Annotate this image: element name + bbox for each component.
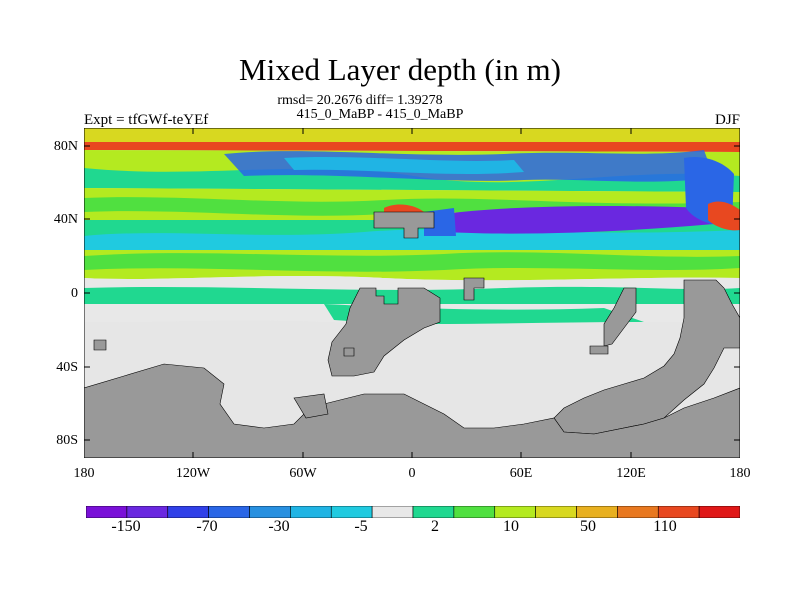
- stats-block: rmsd= 20.2676 diff= 1.39278 415_0_MaBP -…: [0, 94, 720, 122]
- colorbar-label: -150: [111, 518, 141, 535]
- colorbar-swatch: [535, 505, 577, 519]
- colorbar-svg: [85, 505, 741, 519]
- map-svg: [84, 128, 740, 458]
- plot-title: Mixed Layer depth (in m): [239, 52, 561, 87]
- colorbar-swatch: [698, 505, 741, 519]
- colorbar-label: 50: [580, 518, 596, 535]
- y-tick-label: 40N: [53, 212, 78, 227]
- x-tick-label: 0: [408, 466, 416, 481]
- colorbar-swatch: [126, 505, 169, 519]
- colorbar: [85, 505, 741, 519]
- colorbar-swatch: [167, 505, 209, 519]
- y-tick-label: 0: [71, 286, 78, 301]
- colorbar-swatch: [85, 505, 128, 519]
- x-tick-label: 120E: [616, 466, 646, 481]
- experiment-label: Expt = tfGWf-teYEf: [84, 112, 209, 128]
- colorbar-swatch: [371, 505, 414, 519]
- colorbar-swatch: [576, 505, 618, 519]
- colorbar-swatch: [249, 505, 291, 519]
- y-tick-label: 80N: [53, 139, 78, 154]
- rmsd-diff-text: rmsd= 20.2676 diff= 1.39278: [277, 93, 443, 108]
- y-tick-label: 80S: [56, 433, 78, 448]
- colorbar-swatch: [617, 505, 659, 519]
- colorbar-label: -30: [268, 518, 290, 535]
- colorbar-label: -5: [354, 518, 368, 535]
- colorbar-label: -70: [196, 518, 218, 535]
- x-tick-label: 180: [73, 466, 95, 481]
- x-tick-label: 60W: [289, 466, 317, 481]
- colorbar-swatch: [330, 505, 373, 519]
- colorbar-swatch: [208, 505, 250, 519]
- y-tick-label: 40S: [56, 360, 78, 375]
- colorbar-label: 10: [503, 518, 519, 535]
- x-tick-label: 120W: [175, 466, 211, 481]
- x-tick-label: 180: [729, 466, 751, 481]
- x-tick-label: 60E: [509, 466, 533, 481]
- colorbar-swatch: [412, 505, 455, 519]
- colorbar-label: 110: [653, 518, 677, 535]
- colorbar-label: 2: [431, 518, 439, 535]
- map-panel: [84, 128, 740, 458]
- experiment-subtitle: 415_0_MaBP - 415_0_MaBP: [296, 107, 464, 122]
- colorbar-swatch: [494, 505, 536, 519]
- colorbar-swatch: [290, 505, 332, 519]
- colorbar-swatch: [657, 505, 700, 519]
- season-label: DJF: [714, 112, 740, 128]
- tick-marks: [84, 128, 740, 458]
- land-masses: [84, 211, 740, 458]
- colorbar-swatch: [453, 505, 496, 519]
